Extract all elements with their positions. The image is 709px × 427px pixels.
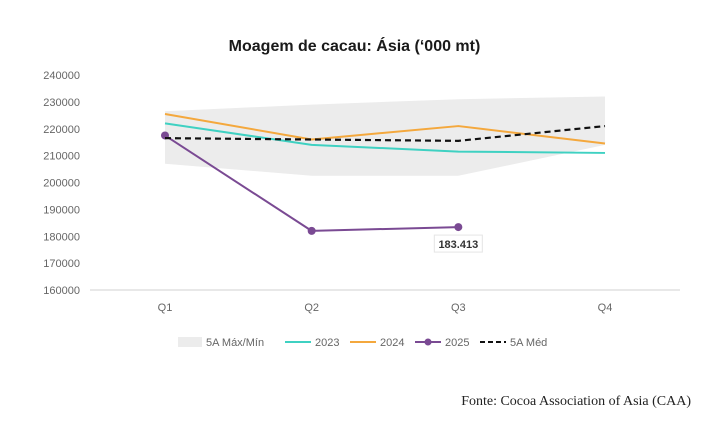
data-label: 183.413 bbox=[438, 239, 478, 251]
x-tick-label: Q1 bbox=[158, 302, 173, 314]
y-tick-label: 160000 bbox=[43, 285, 80, 297]
series-point-2025 bbox=[307, 226, 316, 235]
data-label-box bbox=[433, 234, 483, 253]
series-line-5a-m-d bbox=[164, 124, 606, 142]
chart-title: Moagem de cacau: Ásia (‘000 mt) bbox=[228, 38, 481, 55]
y-tick-label: 190000 bbox=[43, 204, 80, 216]
y-tick-label: 200000 bbox=[43, 178, 80, 190]
band-5a-max-min bbox=[165, 96, 605, 176]
y-tick-label: 180000 bbox=[43, 231, 80, 243]
series-point-2025 bbox=[454, 223, 463, 232]
x-tick-label: Q4 bbox=[598, 302, 613, 314]
source-note: Fonte: Cocoa Association of Asia (CAA) bbox=[461, 394, 691, 409]
y-tick-label: 240000 bbox=[43, 70, 80, 82]
x-tick-label: Q2 bbox=[304, 302, 319, 314]
y-tick-label: 170000 bbox=[43, 258, 80, 270]
legend-swatch-marker bbox=[424, 338, 432, 346]
legend-label: 5A Méd bbox=[510, 337, 547, 349]
legend-swatch-band bbox=[178, 337, 202, 347]
legend-label: 5A Máx/Mín bbox=[206, 337, 264, 349]
legend-label: 2025 bbox=[445, 337, 469, 349]
y-tick-label: 210000 bbox=[43, 151, 80, 163]
legend-label: 2024 bbox=[380, 337, 404, 349]
y-tick-label: 220000 bbox=[43, 124, 80, 136]
series-line-2024 bbox=[164, 112, 606, 145]
series-line-2023 bbox=[164, 122, 606, 154]
legend-label: 2023 bbox=[315, 337, 339, 349]
y-tick-label: 230000 bbox=[43, 97, 80, 109]
x-tick-label: Q3 bbox=[451, 302, 466, 314]
